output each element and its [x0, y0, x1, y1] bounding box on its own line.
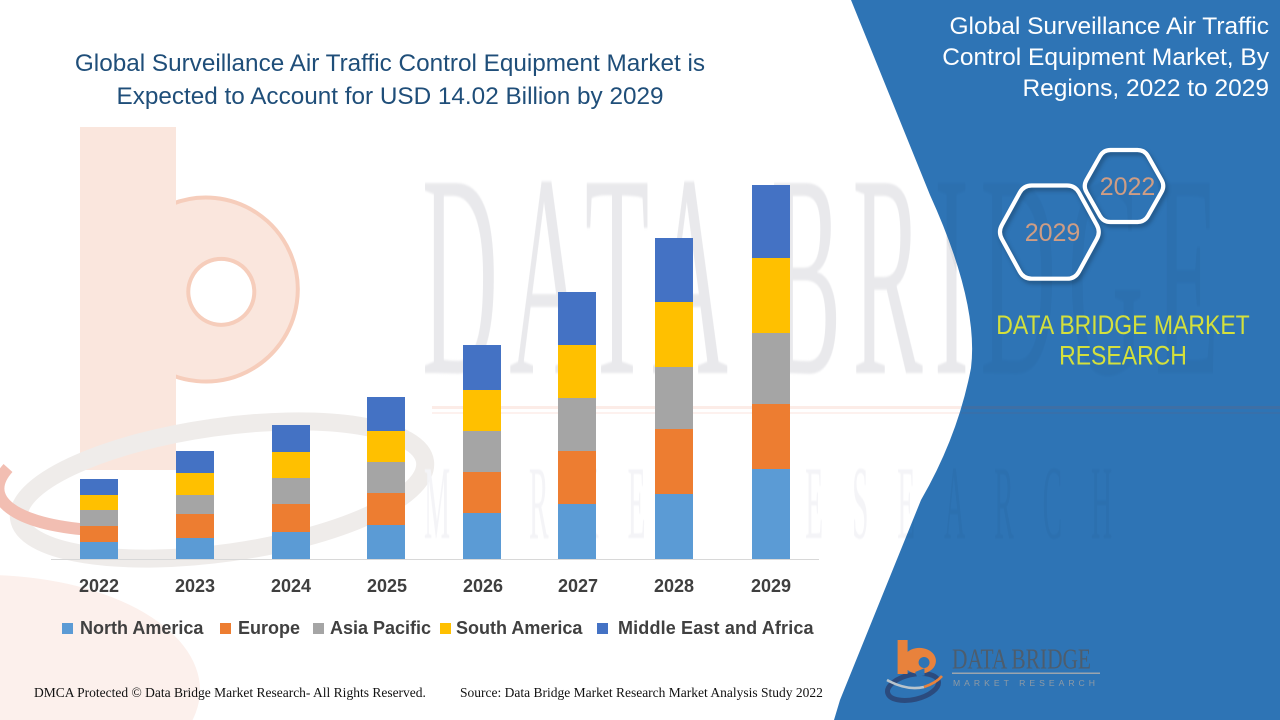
svg-text:2022: 2022 — [1100, 173, 1156, 201]
svg-text:DATA BRIDGE: DATA BRIDGE — [952, 643, 1091, 676]
svg-text:2029: 2029 — [1025, 219, 1081, 247]
svg-text:MARKET RESEARCH: MARKET RESEARCH — [953, 678, 1099, 688]
